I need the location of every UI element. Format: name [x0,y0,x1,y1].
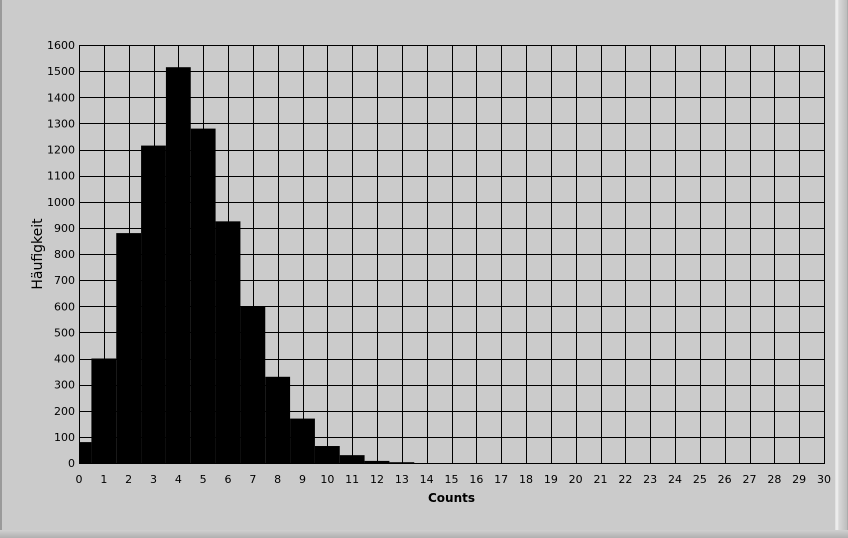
x-tick-label: 7 [249,473,256,486]
y-tick-label: 900 [54,222,75,235]
panel-left-edge [0,0,2,538]
x-tick-label: 8 [274,473,281,486]
x-tick-label: 17 [494,473,508,486]
x-tick-label: 20 [569,473,583,486]
x-tick-label: 0 [76,473,83,486]
histogram-bar [79,442,92,463]
x-tick-label: 28 [767,473,781,486]
x-tick-label: 18 [519,473,533,486]
panel-bottom-edge [0,530,848,538]
histogram-bar [389,462,415,463]
histogram-bar [314,446,340,463]
histogram-bar [290,418,315,463]
y-tick-label: 1400 [47,91,75,104]
x-tick-label: 1 [100,473,107,486]
x-tick-label: 9 [299,473,306,486]
x-tick-label: 11 [345,473,359,486]
y-tick-label: 100 [54,431,75,444]
x-tick-label: 10 [320,473,334,486]
x-tick-label: 14 [420,473,434,486]
x-tick-label: 12 [370,473,384,486]
histogram-bar [364,460,390,463]
y-tick-label: 1500 [47,65,75,78]
histogram-bar [215,221,241,463]
histogram-bar [116,233,142,463]
x-tick-label: 24 [668,473,682,486]
y-tick-label: 1300 [47,117,75,130]
y-tick-label: 1200 [47,144,75,157]
panel-right-edge [835,0,848,538]
x-tick-label: 27 [743,473,757,486]
histogram-bar [190,128,216,463]
histogram-bar [165,67,191,464]
y-axis-label: Häufigkeit [30,218,46,290]
histogram-bar [339,455,365,463]
y-tick-label: 700 [54,274,75,287]
x-tick-label: 26 [718,473,732,486]
histogram-bar [265,376,291,463]
y-tick-label: 200 [54,405,75,418]
y-axis-tick-labels: 0 100 200 300 400 500 600 700 800 900 1000 1100 1200… [47,39,75,470]
histogram-bar [141,145,166,464]
y-tick-label: 1600 [47,39,75,52]
x-tick-label: 5 [200,473,207,486]
histogram-bar [240,306,266,463]
x-tick-label: 29 [792,473,806,486]
x-tick-label: 13 [395,473,409,486]
histogram-bars [79,67,415,464]
y-tick-label: 0 [68,457,75,470]
y-tick-label: 1000 [47,196,75,209]
x-tick-label: 15 [445,473,459,486]
x-tick-label: 2 [125,473,132,486]
x-tick-label: 6 [225,473,232,486]
y-tick-label: 500 [54,326,75,339]
x-tick-label: 19 [544,473,558,486]
y-tick-label: 800 [54,248,75,261]
y-tick-label: 600 [54,300,75,313]
histogram-bar [91,358,117,463]
x-tick-label: 30 [817,473,831,486]
y-tick-label: 300 [54,379,75,392]
x-tick-label: 16 [469,473,483,486]
y-tick-label: 1100 [47,170,75,183]
x-tick-label: 3 [150,473,157,486]
x-tick-label: 21 [594,473,608,486]
plot-area-border [79,45,825,464]
x-axis-tick-labels: 0 1 2 3 4 5 6 7 8 9 10 11 12 13 14 15 16 17 18 19 20 21 22 23 24… [76,473,832,486]
x-tick-label: 4 [175,473,182,486]
x-tick-label: 22 [618,473,632,486]
x-axis-label: Counts [428,491,475,505]
x-tick-label: 23 [643,473,657,486]
y-tick-label: 400 [54,353,75,366]
x-tick-label: 25 [693,473,707,486]
